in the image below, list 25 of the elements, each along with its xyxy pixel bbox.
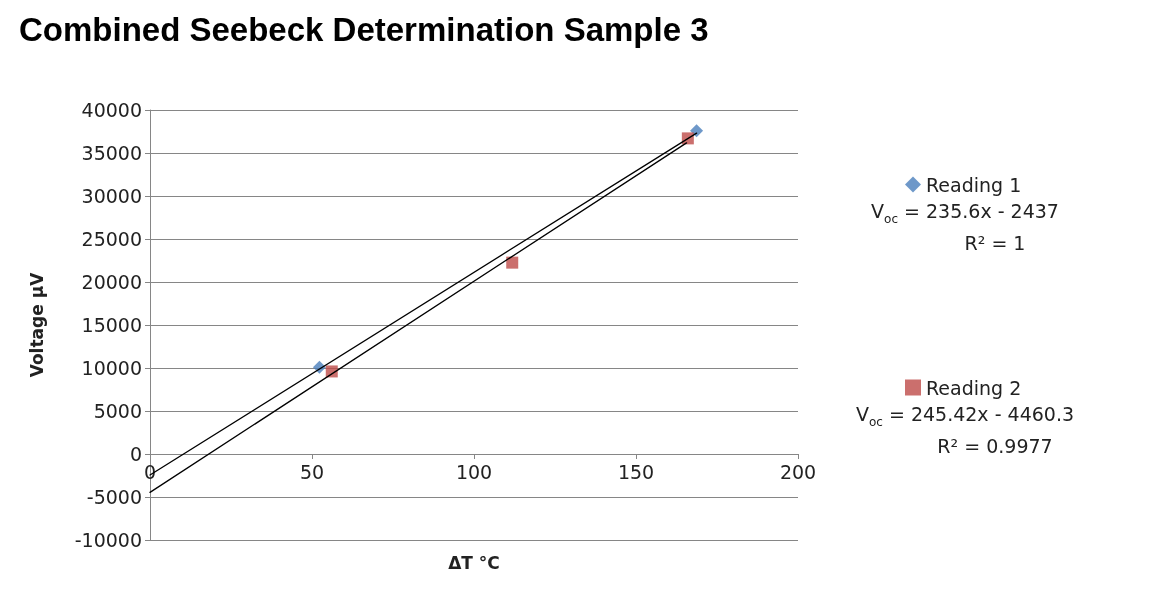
legend-label: Reading 2 (926, 376, 1022, 399)
y-tick-label: -5000 (86, 486, 142, 508)
x-axis-title: ΔT °C (448, 552, 500, 573)
text: V$_{oc}$ = 235.6x - 2437 (870, 200, 1060, 226)
y-tick-label: 30000 (81, 185, 142, 207)
y-tick-label: 20000 (81, 271, 142, 293)
y-tick-label: 25000 (81, 228, 142, 250)
x-tick-label: 0 (143, 460, 157, 483)
y-axis-title: Voltage µV (26, 271, 47, 378)
y-tick-label: -10000 (74, 529, 142, 551)
x-tick-label: 200 (779, 460, 817, 483)
text: R² = 0.9977 (936, 435, 1054, 457)
chart-title: Combined Seebeck Determination Sample 3 (19, 11, 709, 48)
y-tick-label: 40000 (81, 99, 142, 121)
x-tick-label: 50 (299, 460, 325, 483)
y-tick-label: 10000 (81, 357, 142, 379)
y-tick-label: 5000 (93, 400, 142, 422)
text: V$_{oc}$ = 245.42x - 4460.3 (854, 403, 1076, 429)
y-tick-label: 35000 (81, 142, 142, 164)
x-tick-label: 100 (455, 460, 493, 483)
legend-label: Reading 1 (926, 173, 1022, 196)
y-tick-label: 15000 (81, 314, 142, 336)
x-tick-label: 150 (617, 460, 655, 483)
text: R² = 1 (963, 232, 1027, 254)
y-tick-label: 0 (129, 443, 142, 465)
